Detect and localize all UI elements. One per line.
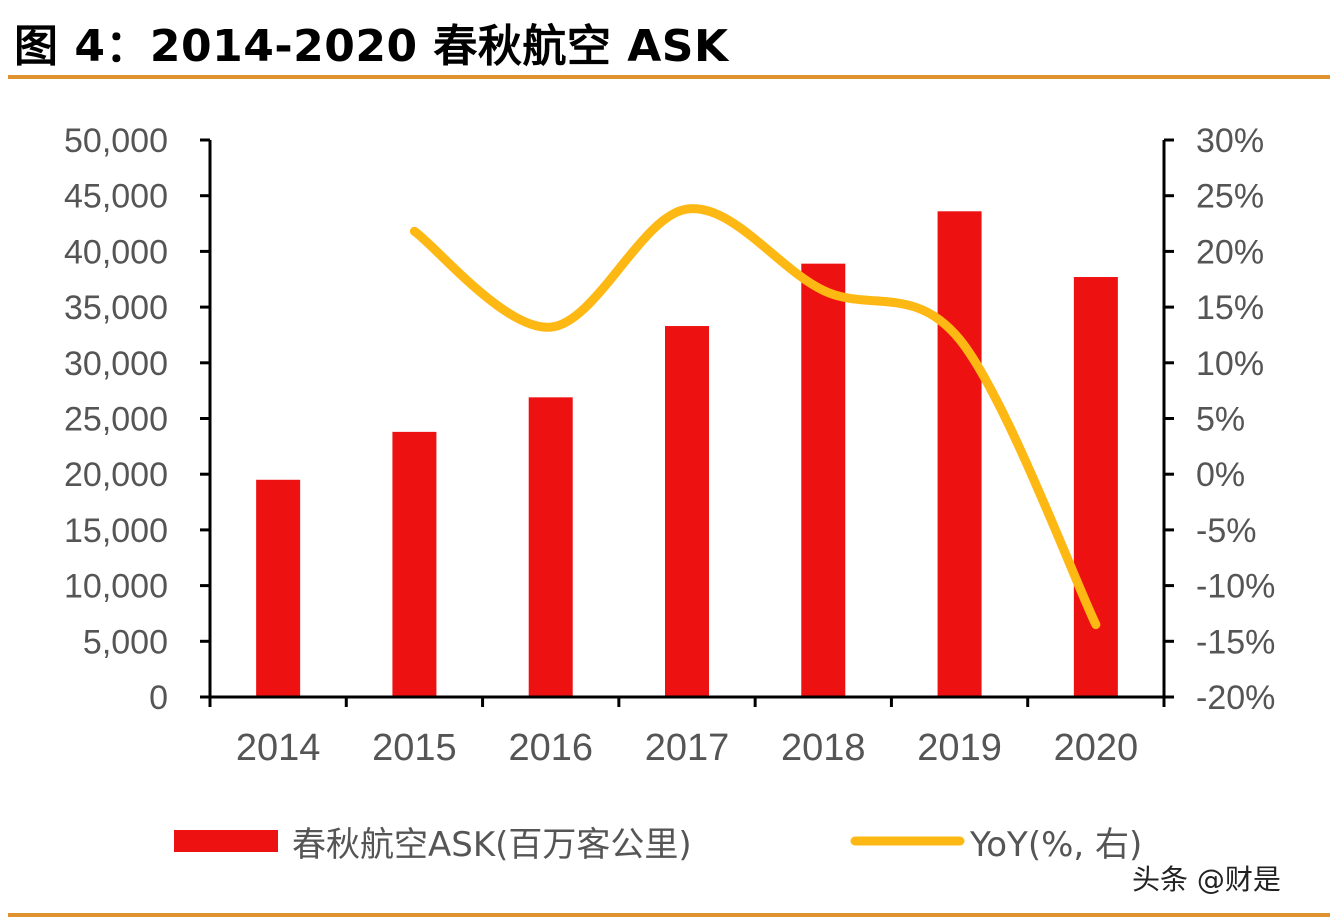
x-tick-label-2017: 2017	[645, 727, 730, 769]
bar-2016	[528, 397, 573, 697]
legend: 春秋航空ASK(百万客公里) YoY(%, 右)	[174, 825, 1142, 865]
x-tick-label-2014: 2014	[236, 727, 321, 769]
bottom-divider	[8, 913, 1330, 917]
top-divider	[8, 75, 1330, 79]
left-axis-tick-labels: 0 5,000 10,000 15,000 20,000 25,000 30,000 35,0…	[64, 122, 168, 717]
legend-bar-label: 春秋航空ASK(百万客公里)	[292, 825, 692, 865]
bar-2019	[937, 211, 982, 697]
right-tick-label: 20%	[1196, 233, 1264, 271]
left-tick-label: 40,000	[64, 233, 168, 271]
right-tick-label: 30%	[1196, 122, 1264, 160]
legend-line-label: YoY(%, 右)	[969, 825, 1142, 865]
right-tick-label: 10%	[1196, 345, 1264, 383]
bar-2014	[256, 479, 301, 697]
chart-title: 图 4：2014-2020 春秋航空 ASK	[14, 21, 729, 72]
right-tick-label: 15%	[1196, 289, 1264, 327]
x-tick-label-2020: 2020	[1054, 727, 1139, 769]
x-tick-label-2018: 2018	[781, 727, 866, 769]
legend-bar-swatch	[174, 830, 278, 852]
x-tick-label-2016: 2016	[508, 727, 593, 769]
x-tick-label-2015: 2015	[372, 727, 457, 769]
bar-series	[256, 211, 1118, 697]
left-tick-label: 25,000	[64, 401, 168, 439]
right-tick-label: 25%	[1196, 178, 1264, 216]
right-tick-label: 0%	[1196, 456, 1245, 494]
axes	[200, 138, 1174, 707]
right-tick-label: -15%	[1196, 623, 1275, 661]
right-axis-tick-labels: -20% -15% -10% -5% 0% 5% 10% 15% 20% 25% 30%	[1196, 122, 1275, 717]
left-tick-label: 5,000	[83, 623, 168, 661]
left-tick-label: 50,000	[64, 122, 168, 160]
x-axis-tick-labels: 2014 2015 2016 2017 2018 2019 2020	[236, 727, 1138, 769]
bar-2017	[665, 326, 709, 697]
line-series	[409, 204, 1101, 630]
left-tick-label: 0	[149, 679, 168, 717]
left-tick-label: 15,000	[64, 512, 168, 550]
right-tick-label: -5%	[1196, 512, 1256, 550]
left-tick-label: 35,000	[64, 289, 168, 327]
yoy-line	[409, 204, 1101, 630]
left-tick-label: 45,000	[64, 178, 168, 216]
bar-2015	[392, 431, 437, 697]
right-tick-label: 5%	[1196, 401, 1245, 439]
left-tick-label: 10,000	[64, 568, 168, 606]
bar-2018	[801, 263, 846, 697]
bar-2020	[1073, 277, 1118, 697]
left-tick-label: 30,000	[64, 345, 168, 383]
right-tick-label: -20%	[1196, 679, 1275, 717]
left-tick-label: 20,000	[64, 456, 168, 494]
watermark: 头条 @财是	[1132, 863, 1281, 896]
right-tick-label: -10%	[1196, 568, 1275, 606]
x-tick-label-2019: 2019	[917, 727, 1002, 769]
